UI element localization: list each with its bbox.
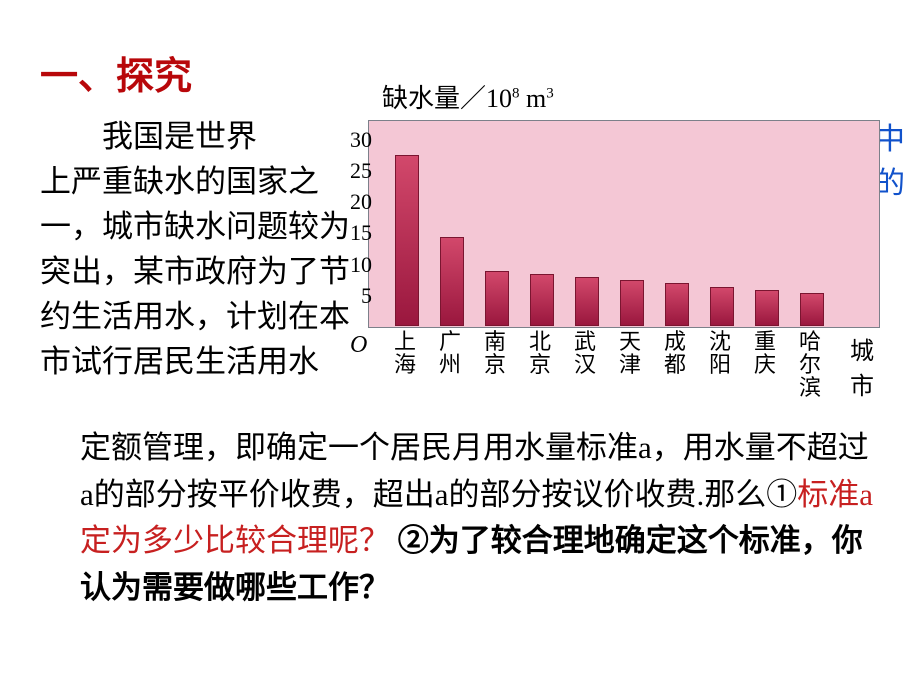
origin-label: O (350, 332, 367, 359)
para2-circle2: ② (398, 523, 429, 558)
y-axis-exp: 8 (512, 85, 520, 101)
bar (575, 277, 599, 326)
category-label: 重庆 (751, 330, 779, 376)
y-tick-label: 5 (342, 283, 372, 309)
category-label: 沈阳 (706, 330, 734, 376)
bar (800, 293, 824, 326)
category-label: 北京 (526, 330, 554, 376)
category-label: 上海 (391, 330, 419, 376)
y-axis-title: 缺水量／108 m3 (382, 78, 554, 115)
section-heading: 一、探究 (40, 45, 192, 100)
category-label: 南京 (481, 330, 509, 376)
category-label: 哈尔滨 (796, 330, 824, 399)
paragraph-2: 定额管理，即确定一个居民月用水量标准a，用水量不超过a的部分按平价收费，超出a的… (80, 425, 880, 611)
x-axis-title: 城市 (850, 331, 885, 401)
y-tick-label: 20 (342, 189, 372, 215)
y-axis-text: 缺水量／10 (382, 84, 512, 113)
bar (485, 271, 509, 326)
paragraph-1: 我国是世界 上严重缺水的国家之一，城市缺水问题较为突出，某市政府为了节约生活用水… (40, 115, 350, 385)
bar (395, 155, 419, 326)
bar (530, 274, 554, 326)
para2-a: 定额管理，即确定一个居民月用水量标准a，用水量不超过a的部分按平价收费，超出a的… (80, 430, 869, 512)
bar (440, 237, 464, 326)
y-axis-unit: m (520, 84, 547, 113)
category-label: 武汉 (571, 330, 599, 376)
para1-indent: 我国是世界 (40, 119, 257, 154)
category-label: 天津 (616, 330, 644, 376)
y-tick-label: 15 (342, 220, 372, 246)
y-tick-label: 30 (342, 127, 372, 153)
slide-root: 一、探究 我国是世界 上严重缺水的国家之一，城市缺水问题较为突出，某市政府为了节… (0, 0, 920, 690)
bar (755, 290, 779, 326)
bar (620, 280, 644, 326)
category-label: 成都 (661, 330, 689, 376)
category-label: 广州 (436, 330, 464, 376)
y-tick-label: 25 (342, 158, 372, 184)
bar (710, 287, 734, 326)
chart-plot-area (368, 120, 880, 328)
para1-rest: 上严重缺水的国家之一，城市缺水问题较为突出，某市政府为了节约生活用水，计划在本市… (40, 164, 350, 379)
water-shortage-chart: 缺水量／108 m3 O 城市 51015202530上海广州南京北京武汉天津成… (350, 78, 885, 378)
y-tick-label: 10 (342, 252, 372, 278)
bar (665, 283, 689, 326)
y-axis-unit-exp: 3 (546, 85, 554, 101)
